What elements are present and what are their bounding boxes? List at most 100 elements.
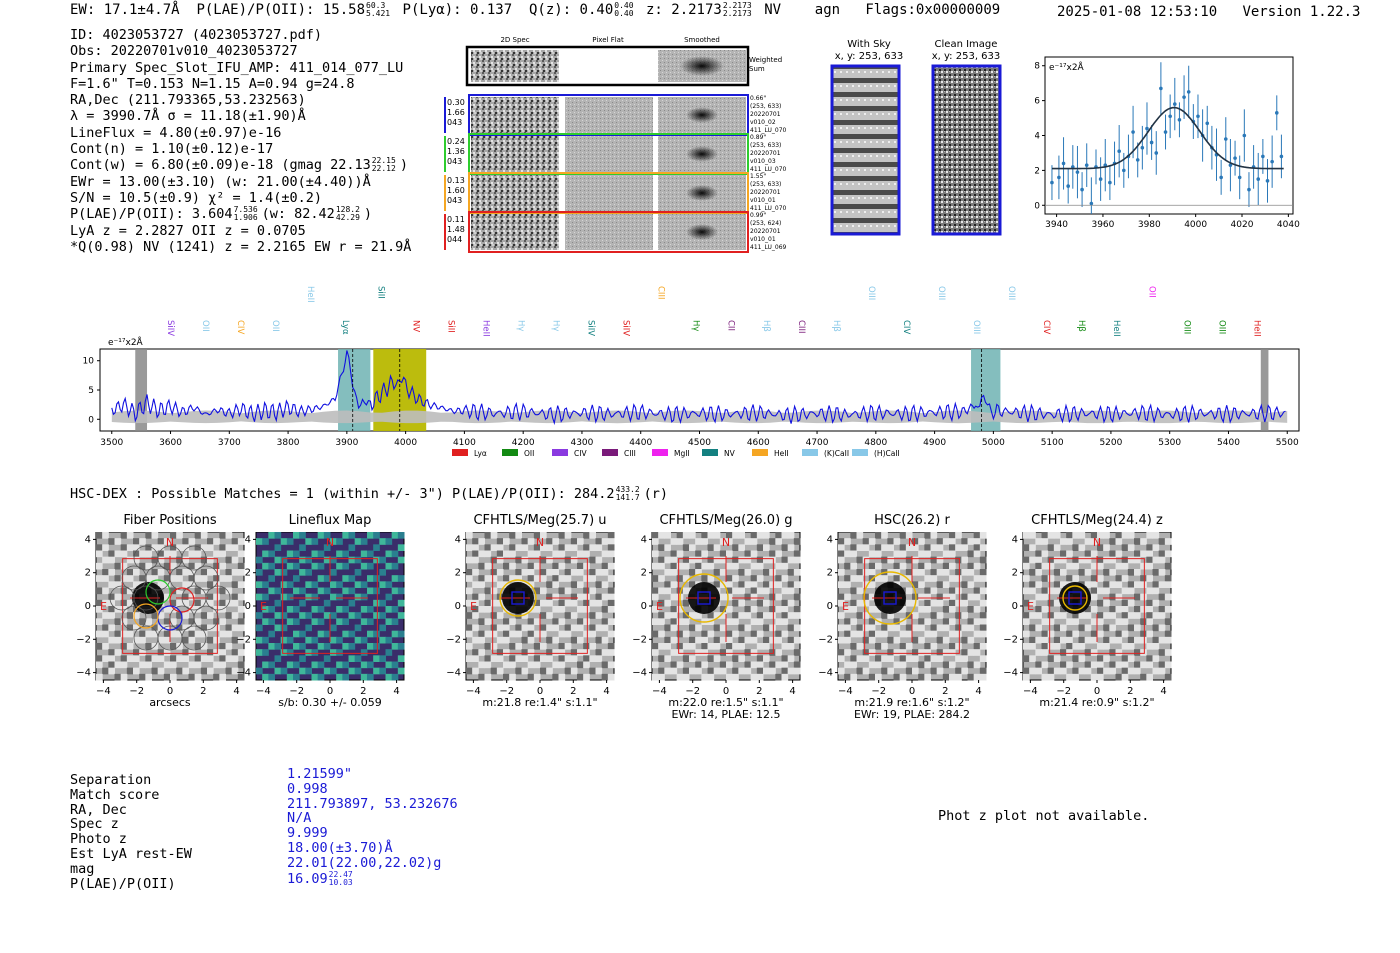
panel-pixel [844, 550, 851, 558]
panel-pixel [899, 643, 907, 650]
panel-caption-line: s/b: 0.30 +/- 0.059 [278, 696, 382, 709]
panel-pixel [682, 599, 690, 607]
panel-pixel [1023, 544, 1030, 551]
panel-pixel [930, 556, 938, 564]
panel-y-tick-label: 4 [827, 534, 833, 545]
panel-pixel [1127, 532, 1135, 539]
panel-pixel [949, 630, 956, 638]
panel-pixel [225, 532, 233, 539]
panel-pixel [323, 544, 331, 551]
panel-pixel [1121, 630, 1129, 638]
panel-pixel [163, 649, 171, 656]
panel-pixel [732, 532, 739, 539]
panel-pixel [274, 643, 282, 650]
panel-pixel [936, 649, 944, 656]
fit-data-point [1057, 175, 1061, 180]
panel-pixel [200, 630, 208, 638]
panel-pixel [533, 673, 541, 681]
panel-pixel [1152, 556, 1160, 564]
panel-pixel [1097, 587, 1104, 595]
panel-pixel [139, 618, 146, 625]
panel-pixel [256, 649, 263, 656]
panel-pixel [862, 612, 870, 619]
panel-pixel [1152, 667, 1160, 675]
panel-pixel [1047, 556, 1055, 564]
panel-pixel [1146, 606, 1153, 613]
panel-pixel [769, 581, 776, 588]
panel-pixel [930, 575, 938, 582]
panel-pixel [367, 630, 374, 638]
panel-pixel [899, 575, 907, 582]
info-ewr: EWr = 13.00(±3.10) (w: 21.00(±4.40))Å [70, 173, 371, 190]
panel-y-tick-label: 0 [455, 601, 461, 612]
panel-pixel [151, 532, 159, 539]
panel-pixel [503, 630, 510, 638]
panel-pixel [701, 649, 708, 656]
panel-pixel [1121, 587, 1129, 595]
panel-pixel [652, 618, 659, 625]
panel-pixel [1127, 544, 1135, 551]
panel-pixel [1103, 612, 1110, 619]
panel-pixel [157, 569, 165, 576]
panel-pixel [96, 655, 103, 662]
panel-pixel [682, 544, 690, 551]
panel-pixel [188, 649, 196, 656]
panel-pixel [102, 599, 109, 607]
panel-pixel [1103, 569, 1110, 576]
panel-pixel [1127, 624, 1135, 632]
panel-pixel [601, 569, 609, 576]
panel-pixel [145, 575, 152, 582]
panel-pixel [1041, 630, 1049, 638]
panel-pixel [194, 655, 202, 662]
panel-pixel [595, 624, 603, 632]
emission-line-label: Lyα [340, 320, 350, 335]
panel-pixel [96, 587, 103, 595]
panel-pixel [942, 624, 950, 632]
panel-pixel [354, 593, 362, 601]
panel-pixel [336, 673, 343, 681]
panel-pixel [496, 581, 504, 588]
panel-pixel [930, 630, 938, 638]
panel-pixel [793, 556, 801, 564]
panel-pixel [1041, 575, 1049, 582]
panel-pixel [484, 532, 492, 539]
panel-pixel [1041, 587, 1049, 595]
panel-pixel [793, 550, 801, 558]
fiber-circle-green [145, 579, 171, 605]
panel-pixel [1103, 655, 1110, 662]
panel-pixel [490, 544, 498, 551]
panel-pixel [732, 544, 739, 551]
panel-pixel [466, 667, 473, 675]
emission-line-label: NV [410, 320, 420, 332]
panel-pixel [496, 569, 504, 576]
panel-pixel [912, 569, 919, 576]
panel-pixel [850, 606, 857, 613]
panel-pixel [1023, 655, 1030, 662]
panel-pixel [979, 575, 987, 582]
panel-pixel [787, 624, 795, 632]
panel-pixel [1134, 667, 1141, 675]
panel-pixel [194, 532, 202, 539]
panel-pixel [237, 538, 245, 545]
panel-pixel [607, 575, 615, 582]
panel-pixel [652, 550, 659, 558]
panel-pixel [918, 618, 925, 625]
panel-pixel [540, 612, 547, 619]
panel-pixel [194, 550, 202, 558]
panel-pixel [108, 556, 115, 564]
panel-pixel [170, 587, 177, 595]
panel-pixel [509, 655, 516, 662]
col-2d-label: 2D Spec [500, 36, 529, 44]
panel-pixel [299, 556, 306, 564]
panel-pixel [1109, 649, 1116, 656]
panel-pixel [583, 550, 590, 558]
panel-pixel [188, 630, 196, 638]
panel-pixel [163, 673, 171, 681]
panel-pixel [484, 550, 492, 558]
panel-pixel [348, 544, 356, 551]
panel-pixel [385, 538, 393, 545]
panel-pixel [163, 661, 171, 669]
panel-pixel [719, 649, 727, 656]
panel-pixel [126, 624, 134, 632]
panel-pixel [750, 587, 758, 595]
